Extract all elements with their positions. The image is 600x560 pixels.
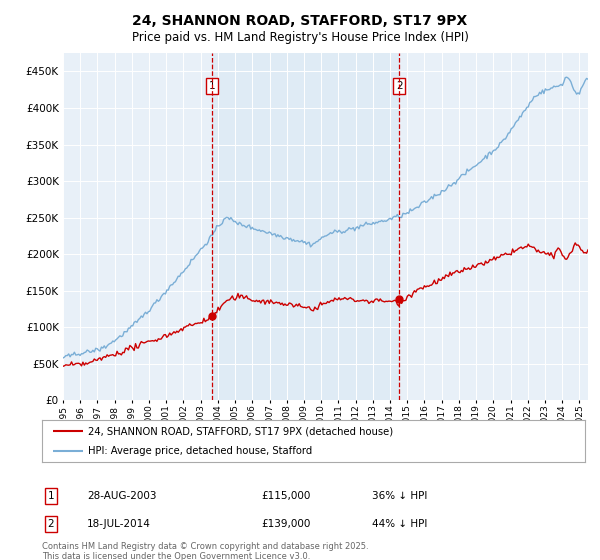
Text: 1: 1 xyxy=(47,491,55,501)
Text: £139,000: £139,000 xyxy=(261,519,310,529)
Text: 2: 2 xyxy=(47,519,55,529)
Text: 36% ↓ HPI: 36% ↓ HPI xyxy=(372,491,427,501)
Text: 2: 2 xyxy=(396,81,403,91)
Text: £115,000: £115,000 xyxy=(261,491,310,501)
Text: HPI: Average price, detached house, Stafford: HPI: Average price, detached house, Staf… xyxy=(88,446,313,456)
Text: 24, SHANNON ROAD, STAFFORD, ST17 9PX: 24, SHANNON ROAD, STAFFORD, ST17 9PX xyxy=(133,14,467,28)
Text: Contains HM Land Registry data © Crown copyright and database right 2025.
This d: Contains HM Land Registry data © Crown c… xyxy=(42,542,368,560)
Text: 24, SHANNON ROAD, STAFFORD, ST17 9PX (detached house): 24, SHANNON ROAD, STAFFORD, ST17 9PX (de… xyxy=(88,426,393,436)
Text: 1: 1 xyxy=(209,81,215,91)
Text: 44% ↓ HPI: 44% ↓ HPI xyxy=(372,519,427,529)
Text: 18-JUL-2014: 18-JUL-2014 xyxy=(87,519,151,529)
Bar xyxy=(212,53,400,400)
Text: Price paid vs. HM Land Registry's House Price Index (HPI): Price paid vs. HM Land Registry's House … xyxy=(131,31,469,44)
Text: 28-AUG-2003: 28-AUG-2003 xyxy=(87,491,157,501)
